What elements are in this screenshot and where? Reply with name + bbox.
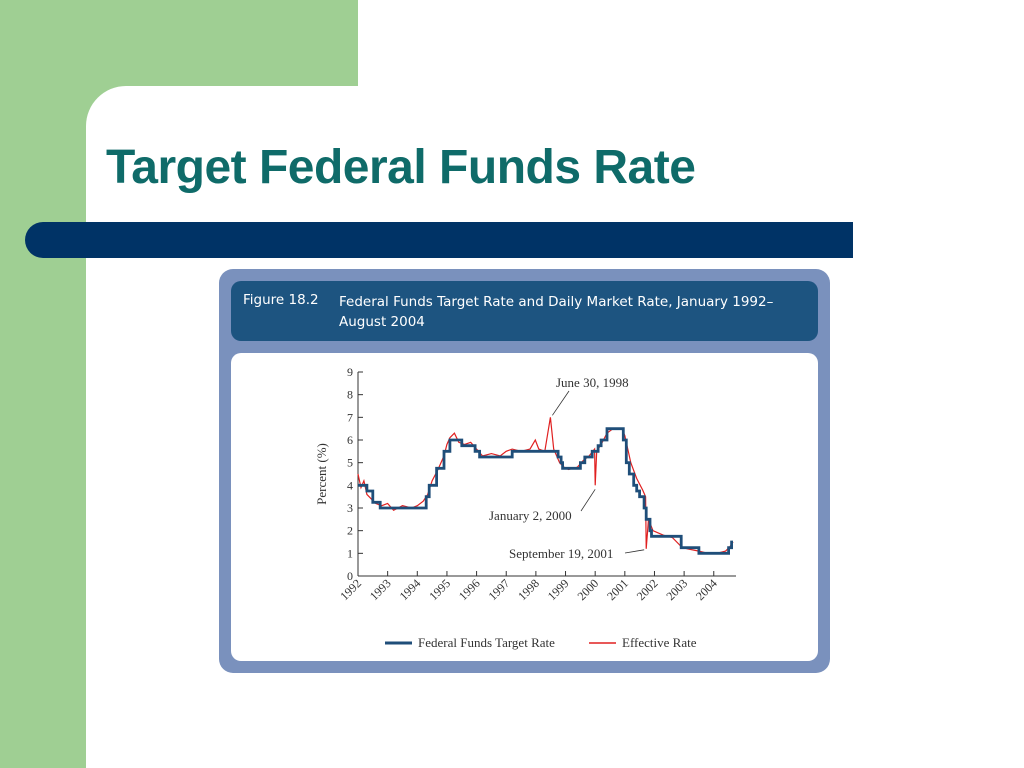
y-tick-label: 2: [347, 524, 353, 538]
figure-caption: Federal Funds Target Rate and Daily Mark…: [339, 294, 774, 330]
y-tick-label: 3: [347, 501, 353, 515]
target-rate-series: [358, 427, 733, 555]
y-axis-label: Percent (%): [314, 443, 329, 505]
y-tick-label: 0: [347, 569, 353, 583]
y-tick-label: 1: [347, 546, 353, 560]
chart-annotations: June 30, 1998 January 2, 2000 September 19…: [489, 375, 645, 561]
x-tick-label: 1999: [545, 576, 572, 603]
y-tick-label: 5: [347, 456, 353, 470]
chart-axes: 0 1 2 3 4 5 6 7 8 9 1992 1993 1994 1995 1996 1997 1998 19…: [314, 365, 736, 603]
annotation-leader: [552, 390, 570, 416]
annotation-label: June 30, 1998: [556, 375, 629, 390]
x-tick-label: 1992: [337, 576, 364, 603]
x-tick-label: 1998: [515, 576, 542, 603]
y-tick-label: 9: [347, 365, 353, 379]
y-tick-label: 8: [347, 388, 353, 402]
y-tick-label: 4: [347, 478, 353, 492]
effective-rate-series: [357, 417, 734, 554]
annotation-leader: [624, 549, 645, 554]
x-tick-label: 1997: [485, 576, 512, 603]
annotation-leader: [580, 489, 596, 512]
x-tick-label: 1996: [456, 576, 483, 603]
x-tick-label: 2002: [634, 576, 661, 603]
legend-target-label: Federal Funds Target Rate: [418, 635, 555, 650]
y-tick-label: 6: [347, 433, 353, 447]
annotation-label: September 19, 2001: [509, 546, 613, 561]
x-tick-label: 1994: [397, 576, 424, 603]
chart-legend: Federal Funds Target Rate Effective Rate: [385, 635, 697, 650]
figure-label: Figure 18.2: [243, 292, 319, 308]
legend-effective-label: Effective Rate: [622, 635, 697, 650]
x-tick-label: 2004: [693, 576, 720, 603]
effective-rate-line: [357, 417, 734, 554]
target-rate-line: [358, 427, 733, 555]
x-tick-label: 2001: [604, 576, 631, 603]
annotation-label: January 2, 2000: [489, 508, 572, 523]
y-tick-label: 7: [347, 410, 353, 424]
accent-green-strip: [0, 86, 86, 768]
figure-header: Figure 18.2 Federal Funds Target Rate an…: [231, 281, 818, 341]
x-tick-label: 1995: [426, 576, 453, 603]
figure-body: 0 1 2 3 4 5 6 7 8 9 1992 1993 1994 1995 1996 1997 1998 19…: [231, 353, 818, 661]
slide-title: Target Federal Funds Rate: [106, 141, 696, 194]
x-tick-label: 2003: [663, 576, 690, 603]
x-tick-label: 1993: [367, 576, 394, 603]
x-tick-label: 2000: [574, 576, 601, 603]
rate-chart: 0 1 2 3 4 5 6 7 8 9 1992 1993 1994 1995 1996 1997 1998 19…: [314, 365, 736, 650]
title-divider-bar: [25, 222, 853, 258]
